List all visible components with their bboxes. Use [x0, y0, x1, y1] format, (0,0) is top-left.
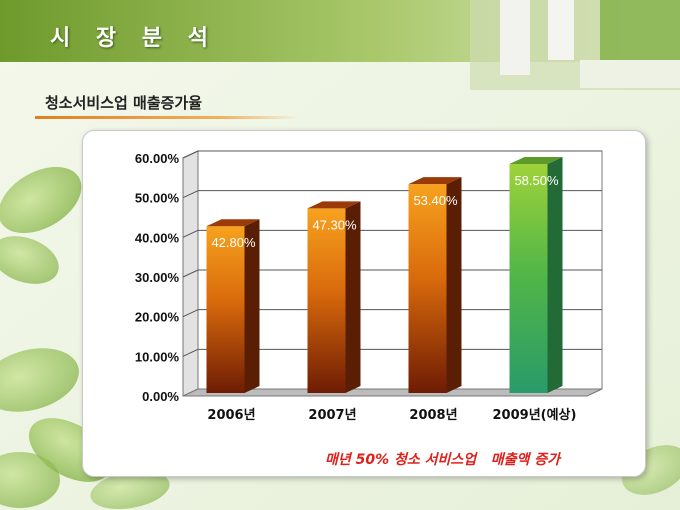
x-tick-label: 2006년 — [207, 408, 255, 423]
y-tick-label: 0.00% — [142, 389, 179, 404]
bar-top — [307, 201, 361, 209]
bar-top — [408, 177, 462, 185]
bar — [206, 226, 245, 393]
y-tick-label: 10.00% — [135, 349, 180, 364]
y-tick-label: 50.00% — [135, 191, 180, 206]
gridline-side — [182, 190, 199, 199]
y-tick-label: 60.00% — [135, 151, 180, 166]
bar-top — [509, 156, 563, 164]
x-tick-label: 2008년 — [409, 408, 457, 423]
chart-caption: 매년 50% 청소 서비스업 매출액 증가 — [325, 452, 561, 468]
x-tick-label: 2007년 — [308, 408, 356, 423]
gridline-side — [182, 150, 199, 159]
gridline-side — [182, 229, 199, 238]
page-title: 시 장 분 석 — [50, 26, 217, 51]
bar — [509, 163, 548, 393]
data-label: 47.30% — [312, 217, 357, 232]
bar-side — [446, 177, 462, 393]
chart-floor — [182, 388, 603, 397]
y-tick-label: 30.00% — [135, 270, 180, 285]
gridline-side — [182, 269, 199, 278]
data-label: 53.40% — [413, 193, 458, 208]
bar-top — [206, 219, 260, 227]
gridline-side — [182, 348, 199, 357]
gridline-side — [182, 309, 199, 318]
data-label: 58.50% — [514, 173, 559, 188]
y-tick-label: 20.00% — [135, 310, 180, 325]
bar-side — [345, 201, 361, 393]
subtitle-underline — [35, 116, 300, 119]
data-label: 42.80% — [211, 235, 256, 250]
chart-subtitle: 청소서비스업 매출증가율 — [45, 94, 203, 112]
bar — [307, 208, 346, 393]
bar — [408, 184, 447, 393]
x-tick-label: 2009년(예상) — [493, 407, 577, 423]
y-tick-label: 40.00% — [135, 230, 180, 245]
bar-side — [244, 219, 260, 393]
bar-side — [547, 156, 563, 393]
